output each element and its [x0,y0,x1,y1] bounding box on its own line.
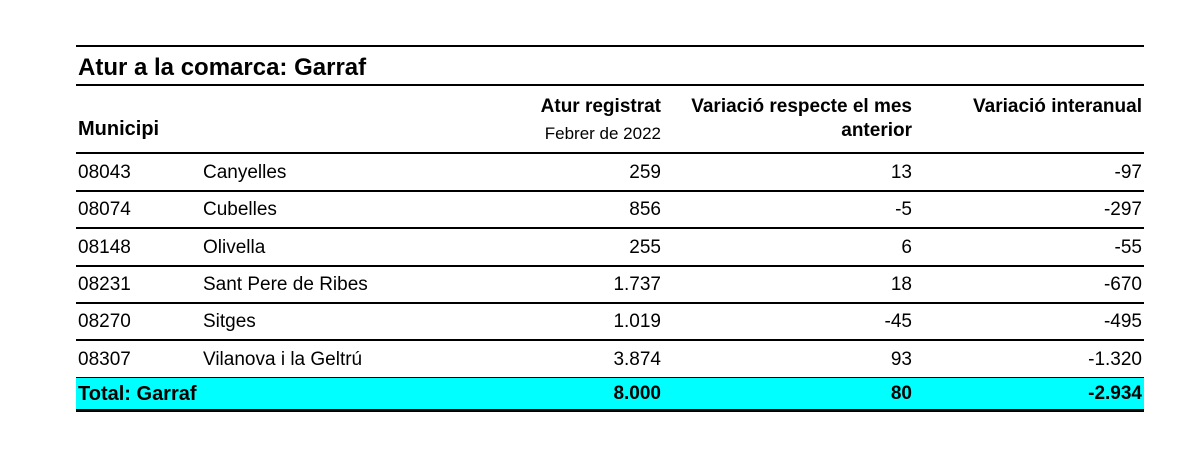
value-cell: 6 [901,236,912,258]
total-band [76,378,1144,409]
header-variacio-mes: anterior [841,120,912,141]
value-cell: -1.320 [1088,348,1142,370]
value-cell: -55 [1114,236,1142,258]
value-cell: -5 [895,198,912,220]
value-cell: 1.737 [613,273,661,295]
municipi-name: Sitges [203,310,256,332]
row-rule [76,190,1144,192]
municipi-name: Sant Pere de Ribes [203,273,368,295]
value-cell: 259 [629,161,661,183]
value-cell: -45 [884,310,912,332]
municipi-code: 08307 [78,348,131,370]
municipi-name: Canyelles [203,161,287,183]
value-cell: -297 [1103,198,1142,220]
bottom-rule [76,409,1144,412]
total-value: -2.934 [1088,383,1142,404]
value-cell: 255 [629,236,661,258]
top-rule [76,45,1144,47]
header-variacio-interanual: Variació interanual [973,96,1142,117]
total-value: 80 [890,383,912,404]
value-cell: 18 [890,273,912,295]
header-atur-sub: Febrer de 2022 [544,124,661,143]
header-rule [76,152,1144,154]
value-cell: -495 [1103,310,1142,332]
title-rule [76,84,1144,86]
municipi-code: 08043 [78,161,131,183]
municipi-name: Olivella [203,236,266,258]
row-rule [76,377,1144,379]
value-cell: -97 [1114,161,1142,183]
value-cell: -670 [1103,273,1142,295]
municipi-name: Vilanova i la Geltrú [203,348,363,370]
value-cell: 13 [890,161,912,183]
municipi-code: 08231 [78,273,131,295]
total-value: 8.000 [613,383,661,404]
header-municipi: Municipi [78,118,160,140]
municipi-code: 08148 [78,236,131,258]
value-cell: 856 [629,198,661,220]
row-rule [76,302,1144,304]
municipi-name: Cubelles [203,198,277,220]
row-rule [76,339,1144,341]
row-rule [76,265,1144,267]
table-title: Atur a la comarca: Garraf [78,54,367,81]
value-cell: 93 [890,348,912,370]
total-label: Total: Garraf [78,383,197,405]
row-rule [76,227,1144,229]
header-variacio-mes: Variació respecte el mes [691,96,912,117]
header-atur: Atur registrat [540,96,661,117]
value-cell: 3.874 [613,348,661,370]
municipi-code: 08074 [78,198,131,220]
value-cell: 1.019 [613,310,661,332]
municipi-code: 08270 [78,310,131,332]
